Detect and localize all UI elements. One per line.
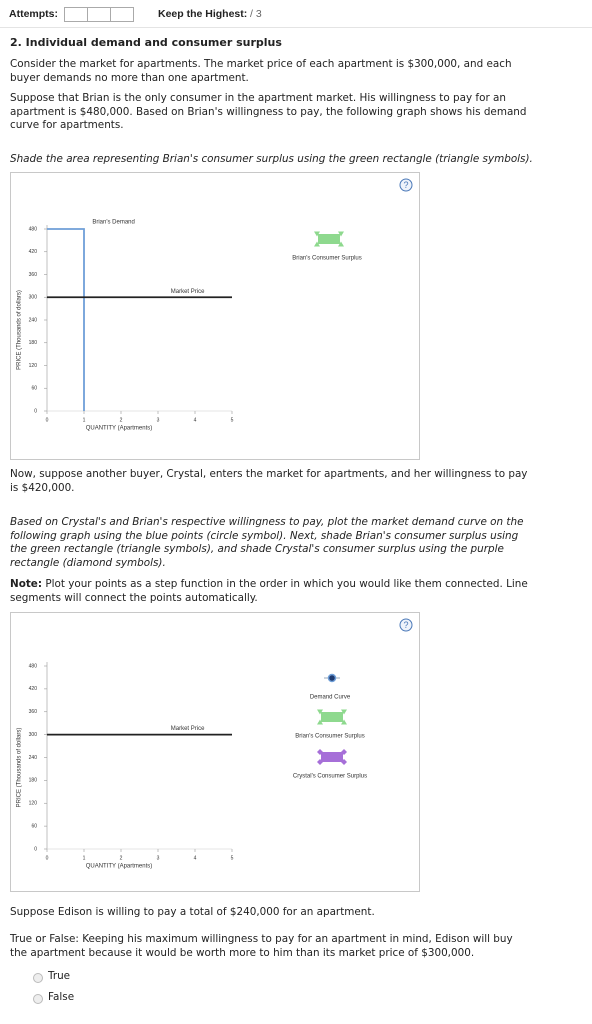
x-tick-label: 3 — [157, 855, 160, 861]
chart: ? 0 60 120 180 240 300 360 420 480 0 1 2 3 4 5 QUANTITY … — [10, 612, 420, 892]
y-axis-label: PRICE (Thousands of dollars) — [17, 728, 23, 808]
y-tick-label: 240 — [29, 755, 38, 761]
x-tick-label: 1 — [83, 855, 86, 861]
question: True or False: Keeping his maximum willi… — [10, 933, 513, 959]
legend-label: Brian's Consumer Surplus — [295, 734, 365, 740]
series-label: Brian's Demand — [92, 220, 135, 226]
x-tick-label: 0 — [46, 417, 49, 423]
instruction: Based on Crystal's and Brian's respectiv… — [10, 516, 524, 569]
option[interactable]: True — [48, 970, 71, 982]
y-tick-label: 180 — [29, 778, 38, 784]
series-line — [47, 228, 85, 411]
question-title: 2. Individual demand and consumer surplu… — [10, 36, 282, 49]
legend-handle[interactable] — [317, 719, 323, 725]
help-label[interactable]: ? — [403, 620, 408, 630]
y-tick-label: 360 — [29, 272, 38, 278]
help-icon[interactable] — [399, 618, 413, 632]
option[interactable]: False — [48, 991, 75, 1003]
series-label: Market Price — [171, 289, 205, 295]
score: / 3 — [250, 8, 262, 20]
paragraph: Now, suppose another buyer, Crystal, ent… — [10, 468, 528, 494]
attempt-box — [64, 7, 88, 22]
y-tick-label: 300 — [29, 732, 38, 738]
note-text: Plot your points as a step function in t… — [10, 578, 528, 604]
legend-handle[interactable] — [317, 759, 323, 765]
keep-highest-label: Keep the Highest: — [158, 8, 248, 20]
paragraph: Consider the market for apartments. The … — [10, 58, 512, 84]
y-tick-label: 120 — [29, 363, 38, 369]
separator — [0, 27, 592, 28]
x-tick-label: 3 — [157, 417, 160, 423]
series-label: Market Price — [171, 726, 205, 732]
y-tick-label: 300 — [29, 295, 38, 301]
x-tick-label: 4 — [194, 417, 197, 423]
note: Note: Plot your points as a step functio… — [10, 578, 530, 605]
legend-handle[interactable] — [338, 231, 344, 237]
legend-label: Crystal's Consumer Surplus — [293, 774, 367, 780]
y-tick-label: 0 — [34, 408, 37, 414]
x-axis-label: QUANTITY (Apartments) — [86, 864, 153, 870]
legend-handle[interactable] — [317, 709, 323, 715]
x-tick-label: 4 — [194, 855, 197, 861]
note-label: Note: — [10, 578, 43, 590]
legend-handle[interactable] — [341, 749, 347, 755]
y-tick-label: 120 — [29, 801, 38, 807]
legend-handle[interactable] — [317, 749, 323, 755]
y-tick-label: 360 — [29, 709, 38, 715]
instruction: Shade the area representing Brian's cons… — [10, 153, 533, 165]
y-axis-label: PRICE (Thousands of dollars) — [17, 290, 23, 370]
legend-icon[interactable] — [318, 234, 340, 244]
x-tick-label: 5 — [231, 417, 234, 423]
x-tick-label: 2 — [120, 417, 123, 423]
x-tick-label: 0 — [46, 855, 49, 861]
radio[interactable] — [33, 994, 43, 1004]
y-tick-label: 60 — [31, 386, 37, 392]
attempt-box — [87, 7, 111, 22]
y-tick-label: 420 — [29, 249, 38, 255]
help-label[interactable]: ? — [403, 180, 408, 190]
x-tick-label: 1 — [83, 417, 86, 423]
x-tick-label: 2 — [120, 855, 123, 861]
y-tick-label: 420 — [29, 686, 38, 692]
legend-handle[interactable] — [314, 241, 320, 247]
y-tick-label: 180 — [29, 340, 38, 346]
help-icon[interactable] — [399, 178, 413, 192]
y-tick-label: 240 — [29, 317, 38, 323]
legend-label: Brian's Consumer Surplus — [292, 256, 362, 262]
y-tick-label: 480 — [29, 226, 38, 232]
paragraph: Suppose Edison is willing to pay a total… — [10, 906, 375, 918]
legend-icon[interactable] — [327, 673, 337, 683]
legend-handle[interactable] — [341, 759, 347, 765]
legend-label: Demand Curve — [310, 695, 351, 701]
legend-handle[interactable] — [341, 709, 347, 715]
y-tick-label: 480 — [29, 663, 38, 669]
radio[interactable] — [33, 973, 43, 983]
y-tick-label: 0 — [34, 846, 37, 852]
legend-icon[interactable] — [321, 712, 343, 722]
y-tick-label: 60 — [31, 823, 37, 829]
chart: ? 0 60 120 180 240 300 360 420 480 0 1 2 3 4 5 QUANTITY … — [10, 172, 420, 460]
x-axis-label: QUANTITY (Apartments) — [86, 426, 153, 432]
legend-handle[interactable] — [341, 719, 347, 725]
legend-handle[interactable] — [338, 241, 344, 247]
legend-handle[interactable] — [314, 231, 320, 237]
x-tick-label: 5 — [231, 855, 234, 861]
attempts-label: Attempts: — [9, 8, 58, 20]
paragraph: Suppose that Brian is the only consumer … — [10, 92, 527, 132]
attempt-box — [110, 7, 134, 22]
legend-icon[interactable] — [321, 752, 343, 762]
